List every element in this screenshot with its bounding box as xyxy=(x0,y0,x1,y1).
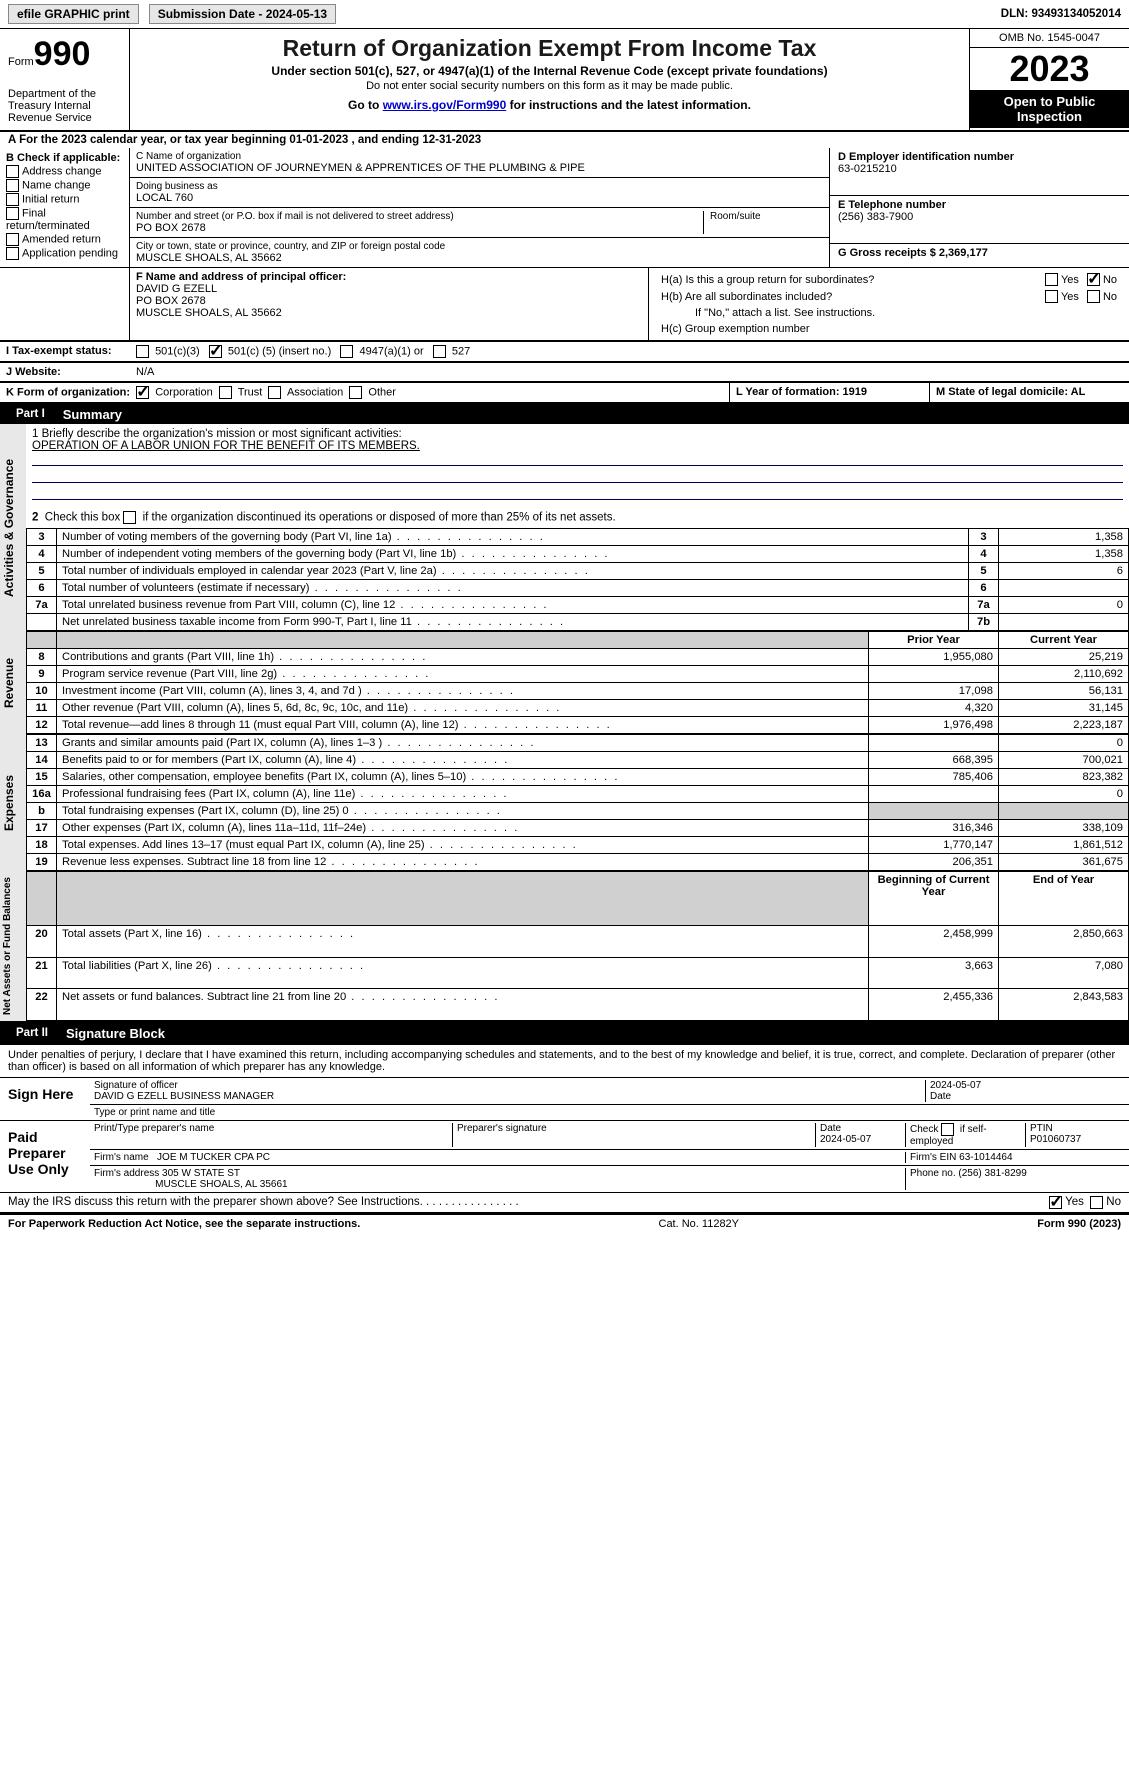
tax-status-label: I Tax-exempt status: xyxy=(0,342,130,361)
h-block: H(a) Is this a group return for subordin… xyxy=(649,268,1129,340)
chk-corp[interactable] xyxy=(136,386,149,399)
netassets-section: Net Assets or Fund Balances Beginning of… xyxy=(0,871,1129,1023)
hb-no[interactable] xyxy=(1087,290,1100,303)
m-state: M State of legal domicile: AL xyxy=(929,383,1129,402)
subtitle-1: Under section 501(c), 527, or 4947(a)(1)… xyxy=(140,64,959,78)
discuss-no[interactable] xyxy=(1090,1196,1103,1209)
chk-4947[interactable] xyxy=(340,345,353,358)
phone-cell: E Telephone number (256) 383-7900 xyxy=(830,196,1129,244)
part-1-header: Part I Summary xyxy=(0,404,1129,424)
form-title: Return of Organization Exempt From Incom… xyxy=(140,35,959,62)
subtitle-2: Do not enter social security numbers on … xyxy=(140,80,959,92)
vert-expenses: Expenses xyxy=(0,734,26,871)
vert-netassets: Net Assets or Fund Balances xyxy=(0,871,26,1021)
checkbox-initial-return[interactable] xyxy=(6,193,19,206)
open-inspection: Open to Public Inspection xyxy=(970,90,1129,128)
netassets-table: Beginning of Current YearEnd of Year20To… xyxy=(26,871,1129,1021)
dba-cell: Doing business as LOCAL 760 xyxy=(130,178,829,208)
gross-receipts: G Gross receipts $ 2,369,177 xyxy=(830,244,1129,262)
chk-trust[interactable] xyxy=(219,386,232,399)
address-cell: Number and street (or P.O. box if mail i… xyxy=(130,208,829,238)
tax-year: 2023 xyxy=(970,48,1129,90)
footer: For Paperwork Reduction Act Notice, see … xyxy=(0,1214,1129,1233)
omb-number: OMB No. 1545-0047 xyxy=(970,29,1129,48)
checkbox-name-change[interactable] xyxy=(6,179,19,192)
form-number: 990 xyxy=(34,35,91,73)
checkbox-address-change[interactable] xyxy=(6,165,19,178)
discuss-yes[interactable] xyxy=(1049,1196,1062,1209)
chk-501c[interactable] xyxy=(209,345,222,358)
hb-yes[interactable] xyxy=(1045,290,1058,303)
checkbox-final-return[interactable] xyxy=(6,207,19,220)
vert-revenue: Revenue xyxy=(0,631,26,734)
governance-section: Activities & Governance 1 Briefly descri… xyxy=(0,424,1129,631)
dln-label: DLN: 93493134052014 xyxy=(1001,8,1121,20)
checkbox-pending[interactable] xyxy=(6,247,19,260)
chk-self-emp[interactable] xyxy=(941,1123,954,1136)
chk-other[interactable] xyxy=(349,386,362,399)
line1-label: 1 Briefly describe the organization's mi… xyxy=(32,428,1123,440)
row-a-tax-year: A For the 2023 calendar year, or tax yea… xyxy=(0,132,1129,148)
chk-501c3[interactable] xyxy=(136,345,149,358)
form-word: Form xyxy=(8,56,34,68)
revenue-section: Revenue Prior YearCurrent Year8Contribut… xyxy=(0,631,1129,734)
irs-link[interactable]: www.irs.gov/Form990 xyxy=(383,98,507,112)
mission-text: OPERATION OF A LABOR UNION FOR THE BENEF… xyxy=(32,440,1123,452)
chk-discontinued[interactable] xyxy=(123,511,136,524)
governance-table: 3Number of voting members of the governi… xyxy=(26,528,1129,631)
chk-assoc[interactable] xyxy=(268,386,281,399)
perjury-text: Under penalties of perjury, I declare th… xyxy=(0,1043,1129,1077)
vert-governance: Activities & Governance xyxy=(0,424,26,631)
form-header: Form990 Department of the Treasury Inter… xyxy=(0,29,1129,132)
expenses-section: Expenses 13Grants and similar amounts pa… xyxy=(0,734,1129,871)
col-b-checkboxes: B Check if applicable: Address change Na… xyxy=(0,148,130,267)
tax-status-opts: 501(c)(3) 501(c) (5) (insert no.) 4947(a… xyxy=(130,342,1129,361)
part-2-header: Part II Signature Block xyxy=(0,1023,1129,1043)
website-label: J Website: xyxy=(0,363,130,381)
officer-cell: F Name and address of principal officer:… xyxy=(130,268,649,340)
ein-cell: D Employer identification number 63-0215… xyxy=(830,148,1129,196)
paid-preparer-block: Paid Preparer Use Only Print/Type prepar… xyxy=(0,1120,1129,1193)
website-value: N/A xyxy=(130,363,160,381)
department-label: Department of the Treasury Internal Reve… xyxy=(8,88,121,124)
ha-no[interactable] xyxy=(1087,273,1100,286)
discuss-row: May the IRS discuss this return with the… xyxy=(0,1193,1129,1214)
l-year: L Year of formation: 1919 xyxy=(729,383,929,402)
revenue-table: Prior YearCurrent Year8Contributions and… xyxy=(26,631,1129,734)
line2: 2 Check this box if the organization dis… xyxy=(26,507,1129,528)
top-bar: efile GRAPHIC print Submission Date - 20… xyxy=(0,0,1129,29)
sign-here-block: Sign Here Signature of officerDAVID G EZ… xyxy=(0,1077,1129,1120)
submission-date: Submission Date - 2024-05-13 xyxy=(149,4,336,24)
expenses-table: 13Grants and similar amounts paid (Part … xyxy=(26,734,1129,871)
org-name-cell: C Name of organization UNITED ASSOCIATIO… xyxy=(130,148,829,178)
chk-527[interactable] xyxy=(433,345,446,358)
city-cell: City or town, state or province, country… xyxy=(130,238,829,267)
subtitle-3: Go to www.irs.gov/Form990 for instructio… xyxy=(140,98,959,112)
info-grid: B Check if applicable: Address change Na… xyxy=(0,148,1129,268)
checkbox-amended[interactable] xyxy=(6,233,19,246)
efile-button[interactable]: efile GRAPHIC print xyxy=(8,4,139,24)
ha-yes[interactable] xyxy=(1045,273,1058,286)
k-form-org: K Form of organization: Corporation Trus… xyxy=(0,383,729,402)
